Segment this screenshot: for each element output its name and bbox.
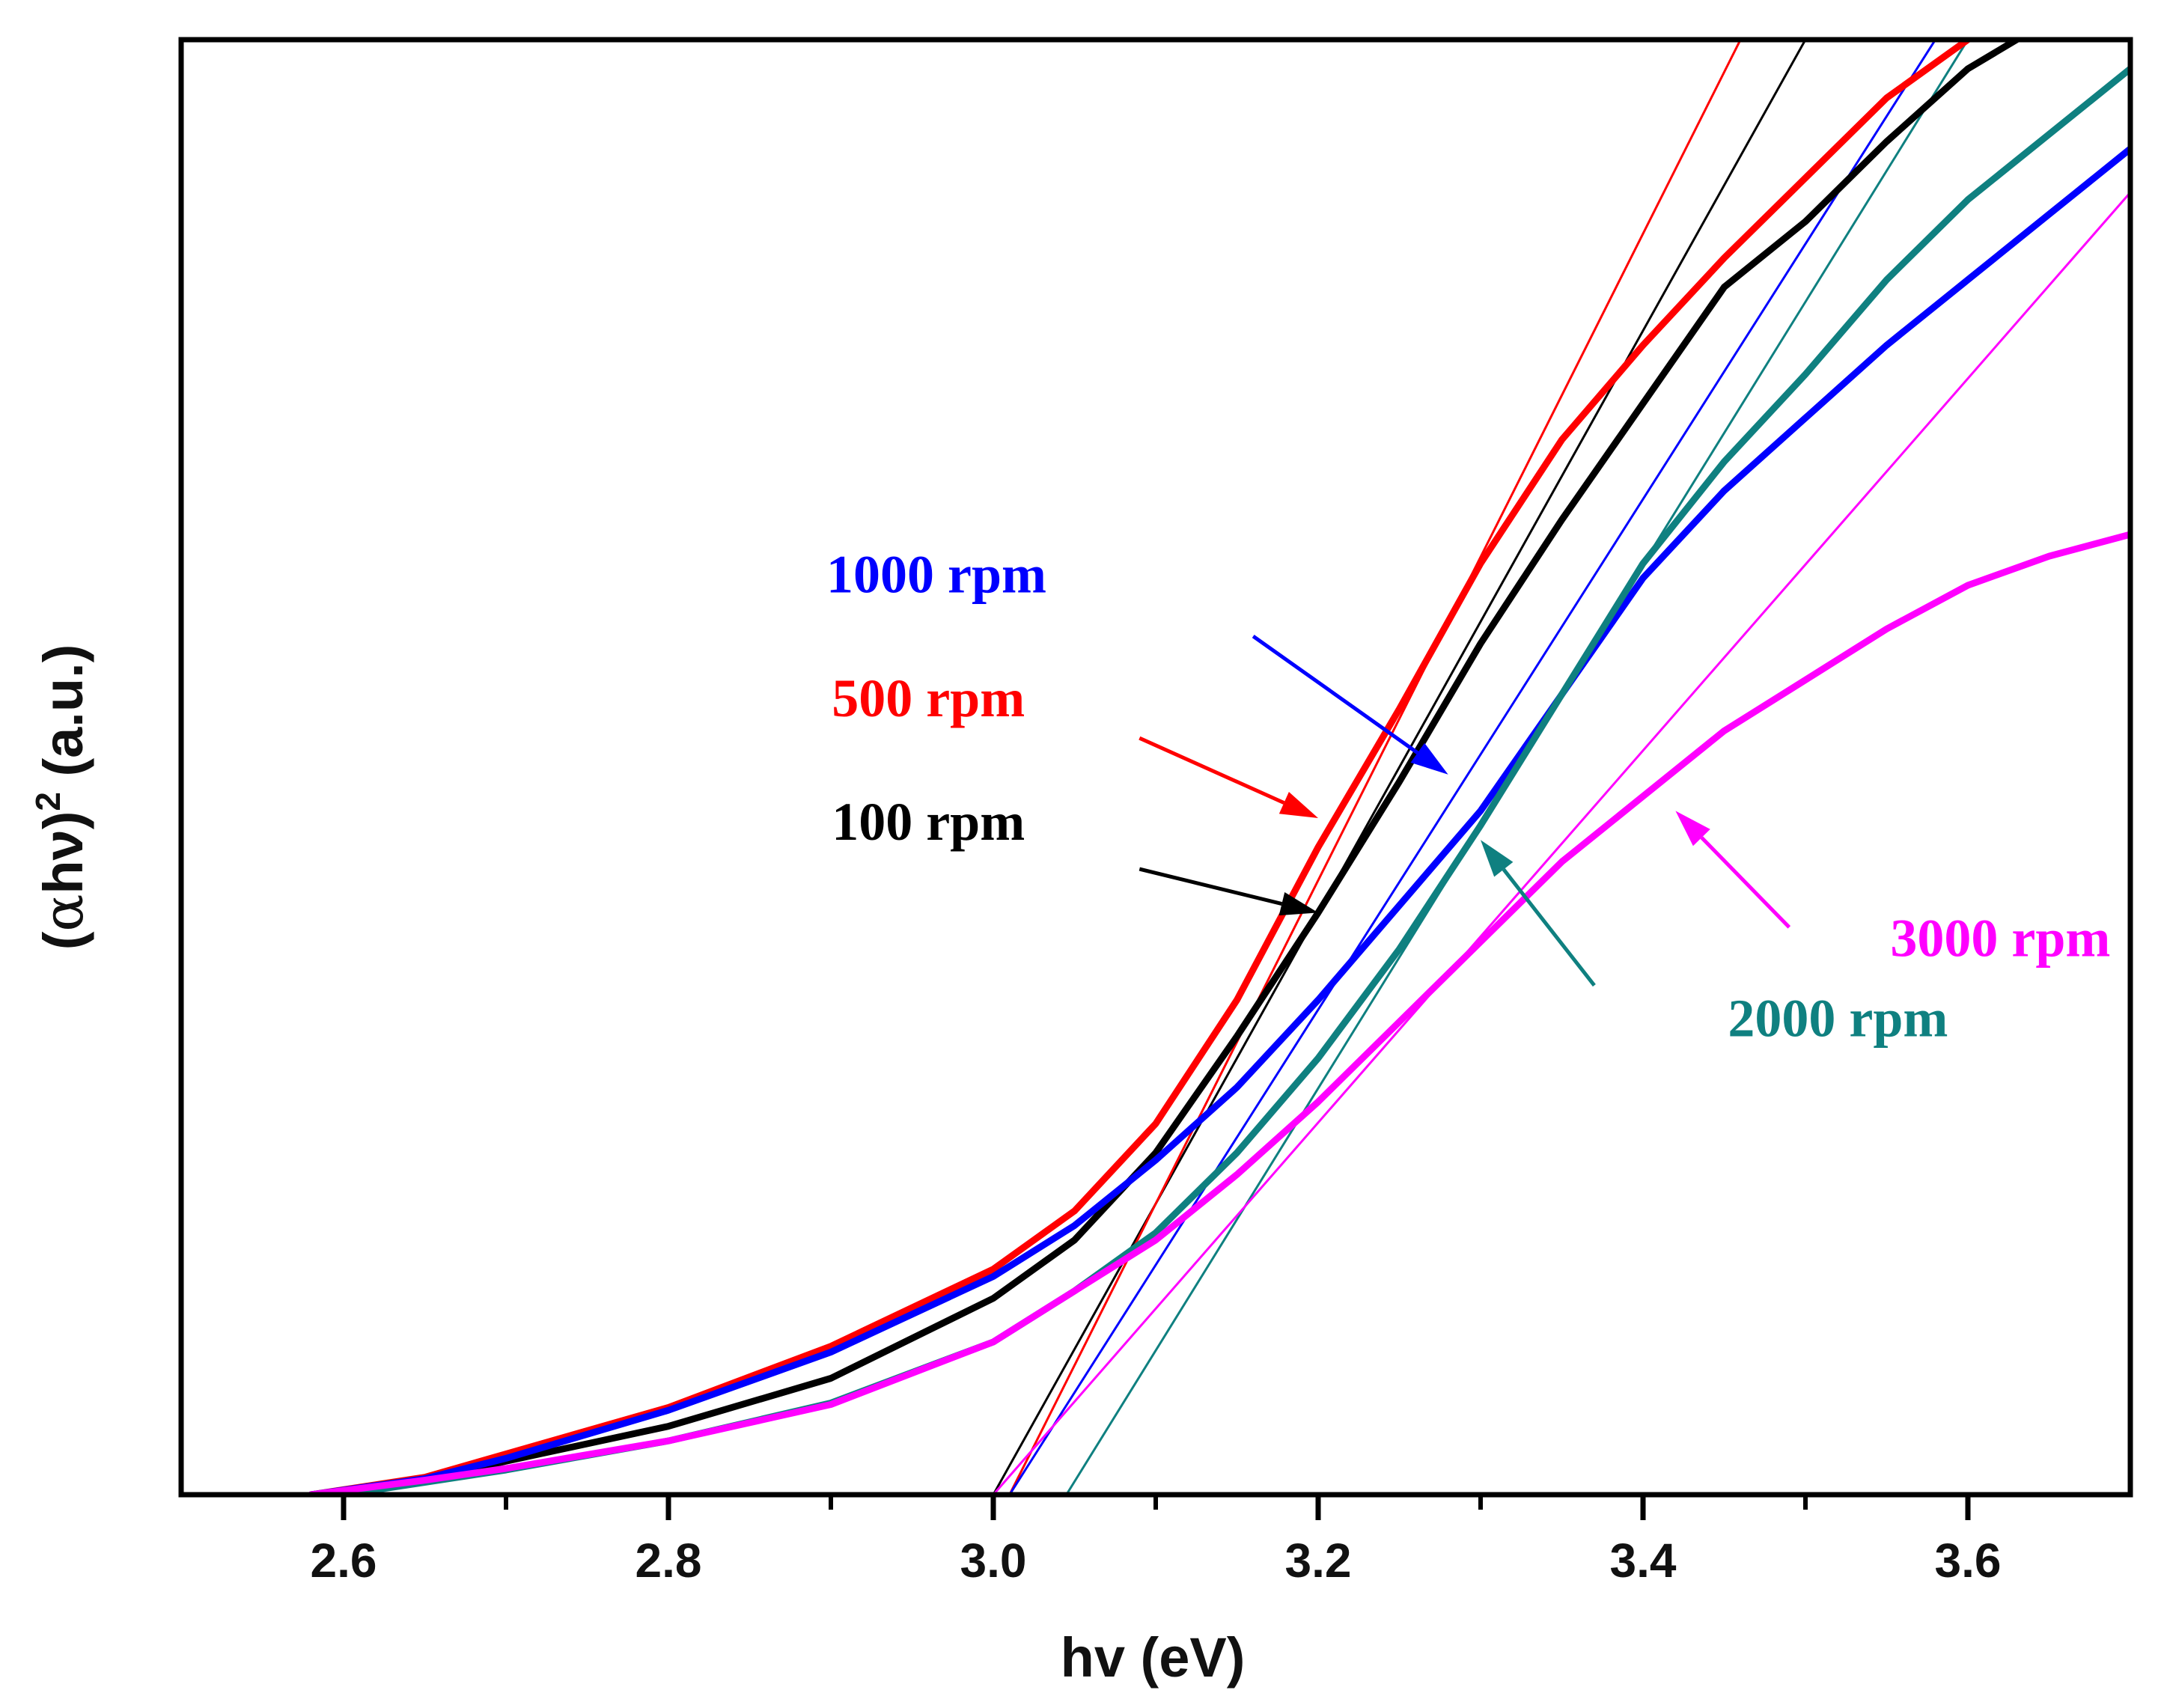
x-axis-title: hv (eV) bbox=[1061, 1626, 1246, 1689]
series-line-3000-rpm bbox=[308, 531, 2129, 1493]
tangent-line-1000-rpm-fit bbox=[1009, 41, 1936, 1493]
annotation-label: 500 rpm bbox=[832, 668, 1025, 728]
x-tick-label: 3.4 bbox=[1610, 1534, 1677, 1587]
annotation-arrow-shaft bbox=[1139, 867, 1283, 906]
x-tick-label: 3.6 bbox=[1935, 1534, 2002, 1587]
annotation-arrow-shaft bbox=[1700, 836, 1791, 929]
series-line-1000-rpm bbox=[308, 145, 2129, 1493]
y-axis-title-close: ) bbox=[32, 811, 94, 830]
annotation-1000-rpm: 1000 rpm bbox=[826, 545, 1448, 775]
y-axis-title-hv: hν bbox=[32, 829, 94, 894]
annotation-2000-rpm: 2000 rpm bbox=[1481, 840, 1948, 1049]
annotation-arrow-shaft bbox=[1502, 868, 1596, 987]
x-tick-label: 3.0 bbox=[960, 1534, 1027, 1587]
annotation-label: 100 rpm bbox=[832, 792, 1025, 852]
annotation-arrow-shaft bbox=[1252, 635, 1419, 754]
annotation-label: 2000 rpm bbox=[1728, 989, 1948, 1049]
annotation-arrow-head bbox=[1278, 891, 1318, 916]
x-tick-label: 2.6 bbox=[311, 1534, 377, 1587]
annotation-arrow-head bbox=[1481, 840, 1514, 877]
x-tick-label: 3.2 bbox=[1285, 1534, 1352, 1587]
tangent-line-3000-rpm-fit bbox=[993, 192, 2129, 1493]
x-axis-ticks: 2.6 2.8 3.0 3.2 3.4 3.6 bbox=[311, 1495, 2002, 1587]
annotation-100-rpm: 100 rpm bbox=[832, 792, 1318, 916]
annotation-3000-rpm: 3000 rpm bbox=[1675, 811, 2110, 969]
annotation-label: 1000 rpm bbox=[826, 545, 1046, 605]
annotation-arrow-head bbox=[1278, 791, 1318, 819]
annotation-arrow-shaft bbox=[1139, 736, 1285, 805]
annotation-arrow-head bbox=[1410, 742, 1448, 775]
annotations: 1000 rpm 500 rpm 100 rpm 2000 rpm 3000 rpm bbox=[826, 545, 2110, 1049]
y-axis-title: (αhν)2 (a.u.) bbox=[28, 644, 96, 951]
annotation-500-rpm: 500 rpm bbox=[832, 668, 1318, 819]
annotation-label: 3000 rpm bbox=[1890, 909, 2110, 969]
y-axis-title-alpha: α bbox=[31, 894, 96, 932]
y-axis-title-open: ( bbox=[32, 931, 94, 950]
x-tick-label: 2.8 bbox=[636, 1534, 702, 1587]
y-axis-title-unit: (a.u.) bbox=[32, 644, 94, 792]
annotation-arrow-head bbox=[1675, 811, 1710, 847]
y-axis-title-sup: 2 bbox=[28, 792, 67, 811]
